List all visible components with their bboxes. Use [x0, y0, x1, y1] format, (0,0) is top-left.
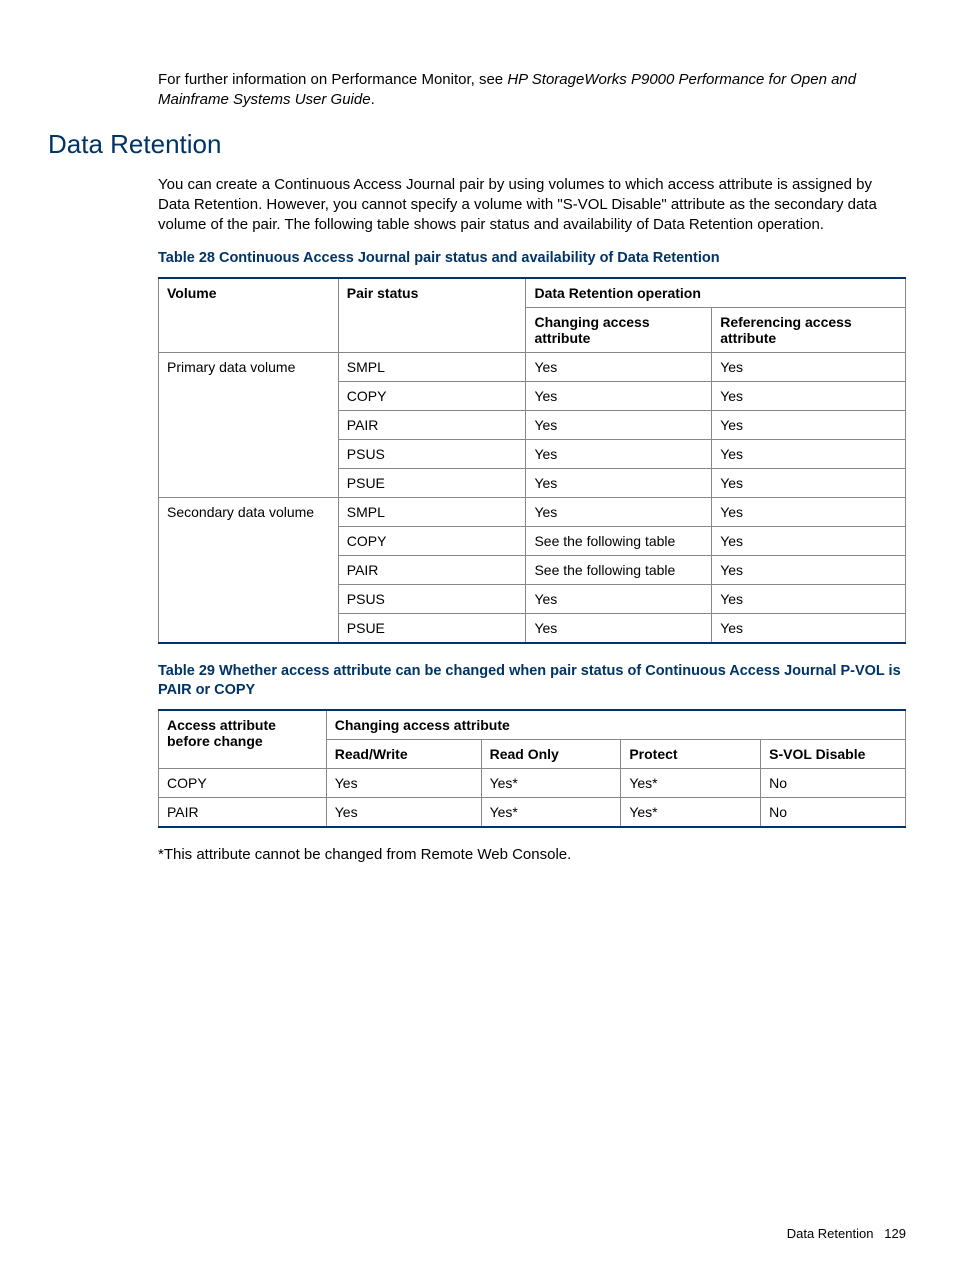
table-cell: Yes [526, 497, 712, 526]
table29-h-protect: Protect [621, 739, 761, 768]
intro-paragraph: For further information on Performance M… [158, 70, 906, 111]
table-cell: Yes [712, 584, 906, 613]
footer-section: Data Retention [787, 1226, 874, 1241]
table29: Access attribute before change Changing … [158, 709, 906, 828]
table-cell: PAIR [338, 410, 526, 439]
intro-prefix: For further information on Performance M… [158, 71, 507, 88]
table-cell: SMPL [338, 352, 526, 381]
table-cell: Yes [526, 584, 712, 613]
table28: Volume Pair status Data Retention operat… [158, 277, 906, 644]
table-cell: Yes [326, 768, 481, 797]
table28-h-volume: Volume [159, 278, 339, 353]
table-cell: Yes [712, 352, 906, 381]
table-cell: PSUE [338, 468, 526, 497]
table-cell: COPY [338, 526, 526, 555]
table-cell: PSUE [338, 613, 526, 643]
table28-h-droperation: Data Retention operation [526, 278, 906, 308]
table-cell: Yes [526, 439, 712, 468]
table-cell: SMPL [338, 497, 526, 526]
table28-h-pairstatus: Pair status [338, 278, 526, 353]
footnote: *This attribute cannot be changed from R… [158, 846, 906, 863]
table-cell: No [761, 768, 906, 797]
table-cell: Yes [712, 468, 906, 497]
table-cell: PAIR [159, 797, 327, 827]
table29-h-before: Access attribute before change [159, 710, 327, 769]
table-cell: PAIR [338, 555, 526, 584]
table-cell: Yes [712, 526, 906, 555]
table28-h-changing: Changing access attribute [526, 307, 712, 352]
table29-h-ro: Read Only [481, 739, 621, 768]
table-cell: COPY [159, 768, 327, 797]
table-cell: Yes* [481, 768, 621, 797]
table-cell: Yes [712, 381, 906, 410]
table-cell: Yes [326, 797, 481, 827]
table-cell: No [761, 797, 906, 827]
table-cell: Yes [526, 352, 712, 381]
table-cell: Yes [526, 613, 712, 643]
table28-caption: Table 28 Continuous Access Journal pair … [158, 249, 906, 269]
table-cell: Yes [526, 468, 712, 497]
table29-caption: Table 29 Whether access attribute can be… [158, 662, 906, 701]
section-heading: Data Retention [48, 129, 906, 160]
table-cell: See the following table [526, 555, 712, 584]
table-cell: Yes [712, 613, 906, 643]
table-cell: Yes [712, 439, 906, 468]
table-cell: Yes* [621, 797, 761, 827]
body-paragraph: You can create a Continuous Access Journ… [158, 175, 906, 236]
table-cell: Yes [526, 381, 712, 410]
table-cell: PSUS [338, 584, 526, 613]
table-cell: COPY [338, 381, 526, 410]
table-cell: See the following table [526, 526, 712, 555]
table29-h-svol: S-VOL Disable [761, 739, 906, 768]
table29-h-changing: Changing access attribute [326, 710, 905, 740]
footer-page: 129 [884, 1226, 906, 1241]
table-cell: PSUS [338, 439, 526, 468]
table28-g0-volume: Primary data volume [159, 352, 339, 497]
table-cell: Yes [712, 555, 906, 584]
table28-g1-volume: Secondary data volume [159, 497, 339, 643]
table-cell: Yes [526, 410, 712, 439]
page-footer: Data Retention 129 [787, 1226, 906, 1241]
intro-suffix: . [371, 91, 375, 108]
table-cell: Yes* [481, 797, 621, 827]
table-cell: Yes [712, 410, 906, 439]
table29-h-rw: Read/Write [326, 739, 481, 768]
table-cell: Yes* [621, 768, 761, 797]
table28-h-referencing: Referencing access attribute [712, 307, 906, 352]
table-cell: Yes [712, 497, 906, 526]
